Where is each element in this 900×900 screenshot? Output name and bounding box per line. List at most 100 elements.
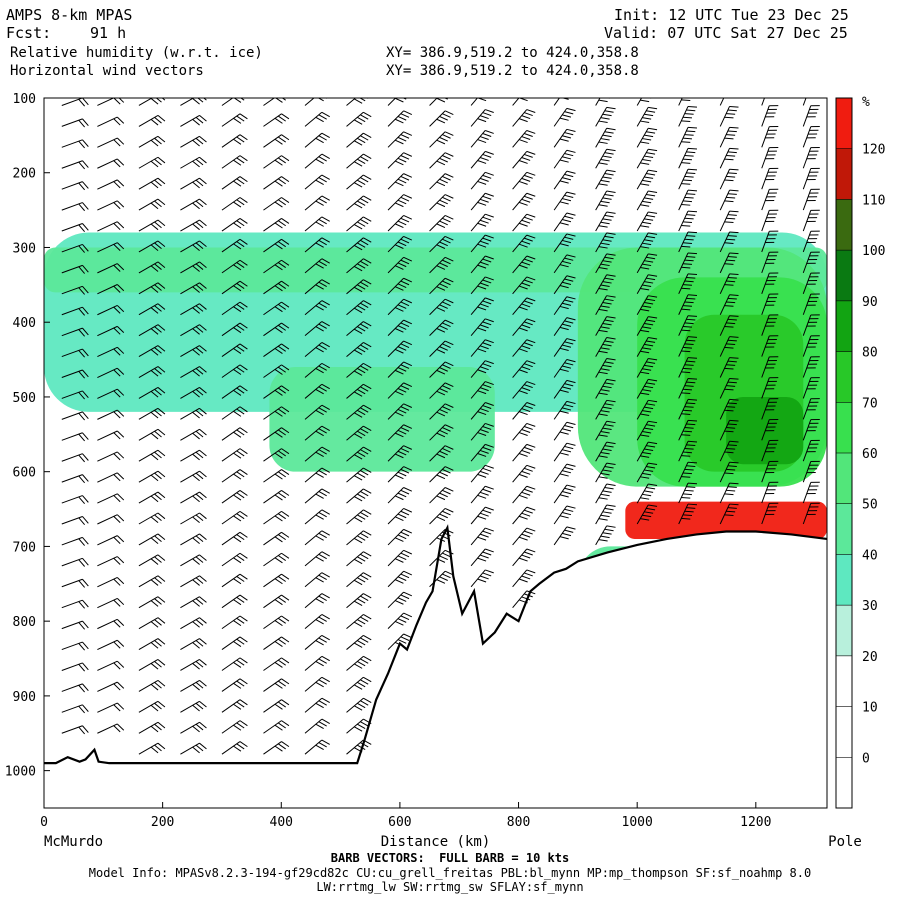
wind-barb-flag — [116, 493, 125, 501]
wind-barb-flag — [607, 86, 616, 87]
wind-barb-flag — [78, 559, 86, 567]
wind-barb-flag — [727, 423, 737, 426]
wind-barb-flag — [442, 113, 451, 118]
wind-barb-flag — [321, 446, 330, 452]
wind-barb-flag — [113, 118, 121, 126]
wind-barb-flag — [354, 140, 363, 146]
wind-barb-flag — [318, 679, 327, 685]
wind-barb-flag — [564, 466, 574, 471]
wind-barb-flag — [444, 215, 454, 220]
wind-barb-flag — [566, 254, 576, 258]
wind-barb-flag — [521, 156, 531, 161]
colorbar-unit: % — [862, 95, 870, 110]
wind-barb-flag — [559, 536, 569, 540]
wind-barb-flag — [646, 193, 656, 197]
wind-barb-flag — [682, 179, 692, 182]
wind-barb-flag — [729, 419, 739, 422]
wind-barb-flag — [564, 132, 574, 136]
wind-barb-flag — [729, 461, 739, 464]
wind-barb-flag — [518, 411, 528, 416]
wind-barb-flag — [403, 612, 413, 618]
wind-barb-flag — [150, 725, 159, 733]
wind-barb-flag — [357, 493, 366, 499]
wind-barb-flag — [233, 745, 242, 752]
wind-barb-flag — [477, 306, 487, 311]
wind-barb-flag — [442, 217, 451, 223]
wind-barb-flag — [82, 411, 89, 419]
wind-barb-flag — [685, 93, 694, 94]
wind-barb-flag — [239, 176, 248, 183]
wind-barb-flag — [321, 425, 330, 431]
wind-barb-flag — [644, 281, 654, 284]
wind-barb-flag — [192, 746, 200, 754]
wind-barb-flag — [404, 90, 412, 94]
wind-barb-flag — [315, 116, 324, 123]
x-tick-label: 1200 — [740, 815, 771, 830]
y-tick-label: 300 — [13, 241, 36, 256]
wind-barb-flag — [357, 263, 366, 269]
wind-barb-flag — [78, 517, 86, 525]
wind-barb-flag — [729, 378, 739, 380]
wind-barb-flag — [559, 452, 569, 456]
wind-barb-flag — [444, 403, 454, 408]
wind-barb-flag — [442, 196, 451, 202]
wind-barb-flag — [566, 526, 576, 530]
wind-barb-flag — [199, 115, 207, 122]
wind-barb-flag — [566, 484, 576, 488]
wind-barb-flag — [360, 281, 369, 288]
wind-barb-flag — [598, 287, 608, 291]
wind-barb-flag — [400, 301, 410, 307]
wind-barb-flag — [354, 705, 363, 711]
wind-barb-flag — [321, 132, 330, 139]
wind-barb-flag — [640, 204, 650, 207]
wind-barb-flag — [436, 579, 446, 584]
wind-barb-flag — [192, 139, 200, 147]
wind-barb-flag — [116, 284, 125, 292]
wind-barb-flag — [444, 361, 454, 367]
wind-barb-flag — [602, 239, 612, 242]
wind-barb-flag — [321, 739, 330, 745]
wind-barb-flag — [724, 325, 734, 328]
wind-barb-flag — [397, 534, 407, 540]
wind-barb-flag — [436, 118, 446, 124]
wind-barb-flag — [681, 120, 691, 122]
wind-barb-flag — [439, 471, 448, 477]
wind-barb-flag — [524, 153, 533, 158]
y-tick-label: 900 — [13, 690, 36, 705]
wind-barb-flag — [727, 235, 737, 237]
forecast-label: Fcst: — [6, 24, 52, 42]
wind-barb-flag — [192, 349, 200, 356]
wind-barb-flag — [233, 431, 242, 438]
wind-barb-flag — [360, 156, 369, 162]
wind-barb-flag — [321, 593, 330, 599]
wind-barb-flag — [642, 472, 652, 476]
wind-barb-flag — [439, 450, 448, 456]
wind-barb-flag — [321, 488, 330, 494]
wind-barb-flag — [562, 156, 572, 160]
wind-barb-flag — [157, 617, 166, 624]
wind-barb-flag — [277, 199, 286, 206]
wind-barb-flag — [724, 242, 734, 244]
wind-barb-flag — [686, 130, 696, 133]
wind-barb-flag — [281, 531, 290, 538]
wind-barb-flag — [518, 599, 528, 604]
wind-barb-flag — [195, 326, 204, 333]
wind-barb-flag — [518, 369, 528, 374]
wind-barb-flag — [192, 474, 200, 482]
wind-barb-flag — [687, 105, 698, 108]
wind-barb-flag — [648, 399, 658, 403]
wind-barb-flag — [439, 367, 448, 372]
wind-barb-flag — [686, 109, 696, 112]
wind-barb-flag — [681, 162, 691, 164]
wind-barb-flag — [277, 408, 286, 415]
wind-barb-flag — [113, 390, 121, 398]
wind-barb-flag — [277, 680, 286, 687]
wind-barb-flag — [402, 98, 407, 100]
wind-barb-flag — [113, 264, 121, 272]
wind-barb-flag — [150, 621, 159, 628]
wind-barb-flag — [526, 464, 536, 469]
wind-barb-flag — [479, 177, 489, 182]
wind-barb-flag — [686, 444, 696, 447]
wind-barb-flag — [318, 742, 327, 748]
wind-barb-flag — [442, 406, 451, 411]
